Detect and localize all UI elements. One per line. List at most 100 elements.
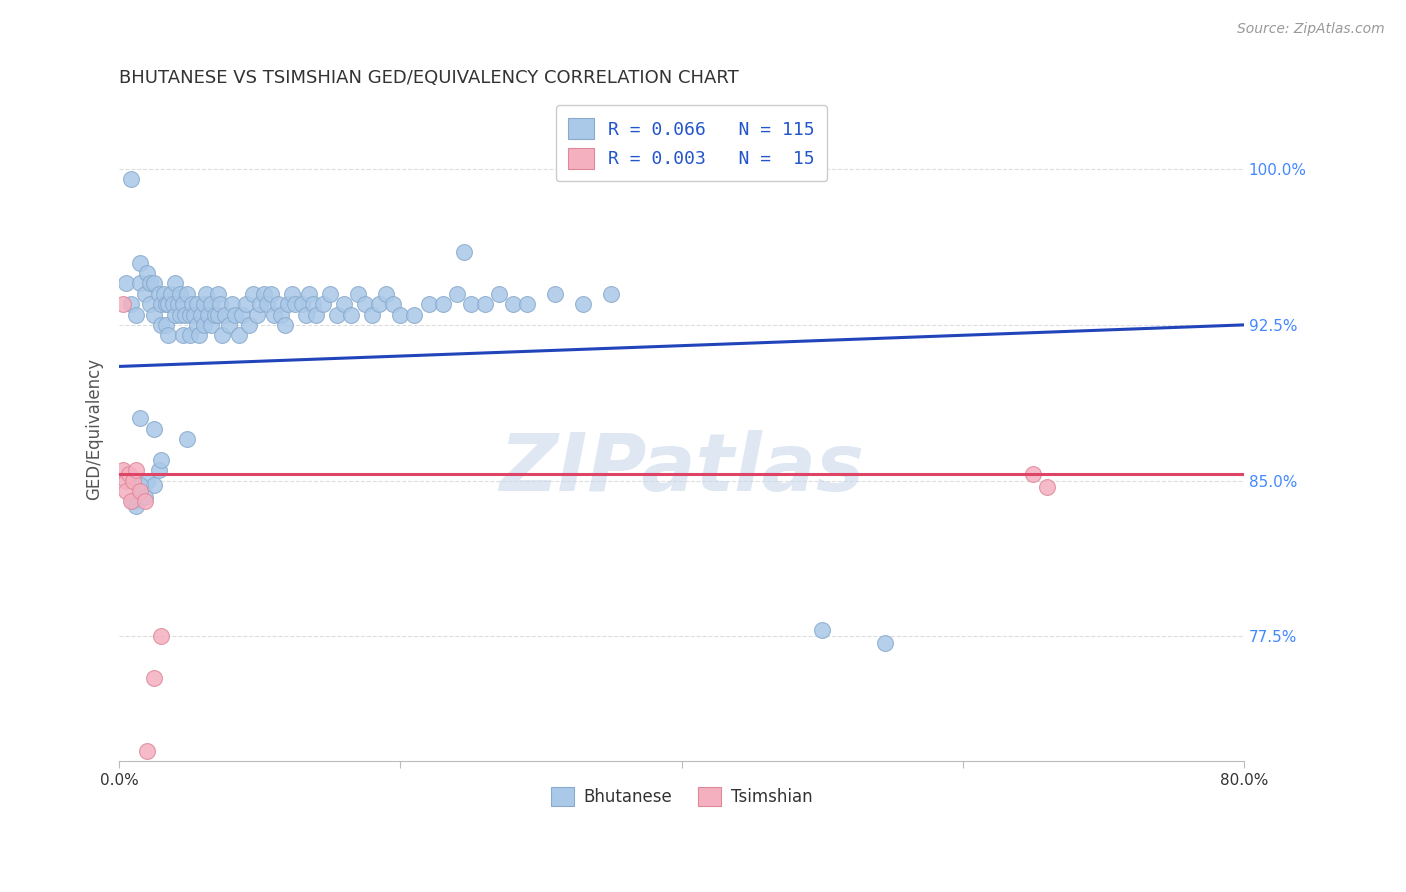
Point <box>298 286 321 301</box>
Point <box>129 255 152 269</box>
Text: Source: ZipAtlas.com: Source: ZipAtlas.com <box>1237 22 1385 37</box>
Point <box>600 286 623 301</box>
Point <box>207 286 229 301</box>
Point <box>284 297 307 311</box>
Point <box>207 308 229 322</box>
Point <box>112 463 135 477</box>
Point <box>319 286 342 301</box>
Point <box>312 297 335 311</box>
Point <box>197 308 219 322</box>
Point <box>134 494 156 508</box>
Point <box>291 297 314 311</box>
Point <box>404 308 426 322</box>
Point <box>157 297 180 311</box>
Point <box>148 463 170 477</box>
Point <box>179 308 201 322</box>
Point <box>143 422 166 436</box>
Point <box>136 474 159 488</box>
Point <box>148 286 170 301</box>
Point <box>246 308 269 322</box>
Point <box>190 308 212 322</box>
Text: BHUTANESE VS TSIMSHIAN GED/EQUIVALENCY CORRELATION CHART: BHUTANESE VS TSIMSHIAN GED/EQUIVALENCY C… <box>120 69 740 87</box>
Point <box>167 297 190 311</box>
Point <box>238 318 260 332</box>
Point <box>122 494 145 508</box>
Point <box>122 474 145 488</box>
Point <box>340 308 363 322</box>
Point <box>143 671 166 685</box>
Point <box>347 286 370 301</box>
Point <box>326 308 349 322</box>
Point <box>209 297 232 311</box>
Point <box>488 286 510 301</box>
Point <box>125 308 148 322</box>
Point <box>382 297 405 311</box>
Point <box>176 432 198 446</box>
Point <box>260 286 283 301</box>
Point <box>134 490 156 504</box>
Point <box>143 478 166 492</box>
Point <box>155 297 177 311</box>
Point <box>446 286 468 301</box>
Point <box>160 286 183 301</box>
Point <box>221 297 243 311</box>
Point <box>228 328 250 343</box>
Point <box>193 297 215 311</box>
Point <box>277 297 299 311</box>
Point <box>176 286 198 301</box>
Point <box>112 297 135 311</box>
Point <box>186 297 208 311</box>
Point <box>204 308 226 322</box>
Point <box>389 308 412 322</box>
Point <box>136 744 159 758</box>
Point <box>115 474 138 488</box>
Point <box>181 297 204 311</box>
Point <box>333 297 356 311</box>
Point <box>375 286 398 301</box>
Point <box>115 484 138 499</box>
Point <box>153 286 176 301</box>
Point <box>186 318 208 332</box>
Text: ZIPatlas: ZIPatlas <box>499 430 865 508</box>
Point <box>502 297 524 311</box>
Point <box>179 328 201 343</box>
Point <box>115 277 138 291</box>
Point <box>274 318 297 332</box>
Point <box>172 328 194 343</box>
Point <box>136 266 159 280</box>
Point <box>165 277 187 291</box>
Point <box>183 308 205 322</box>
Point <box>281 286 304 301</box>
Point <box>211 328 233 343</box>
Point <box>165 308 187 322</box>
Point <box>218 318 240 332</box>
Point <box>125 463 148 477</box>
Point <box>129 484 152 499</box>
Point <box>231 308 253 322</box>
Point <box>256 297 278 311</box>
Point <box>875 635 897 649</box>
Point <box>118 467 141 482</box>
Point <box>811 624 834 638</box>
Point <box>224 308 246 322</box>
Point <box>267 297 290 311</box>
Point <box>150 318 173 332</box>
Y-axis label: GED/Equivalency: GED/Equivalency <box>86 358 103 500</box>
Point <box>172 297 194 311</box>
Point <box>129 411 152 425</box>
Point <box>368 297 391 311</box>
Point <box>162 297 184 311</box>
Point <box>174 308 197 322</box>
Point <box>150 297 173 311</box>
Point <box>150 453 173 467</box>
Point <box>572 297 595 311</box>
Point <box>460 297 482 311</box>
Point <box>150 630 173 644</box>
Point <box>305 308 328 322</box>
Point <box>129 277 152 291</box>
Point <box>302 297 325 311</box>
Point <box>169 308 191 322</box>
Point <box>354 297 377 311</box>
Point <box>249 297 271 311</box>
Point <box>134 286 156 301</box>
